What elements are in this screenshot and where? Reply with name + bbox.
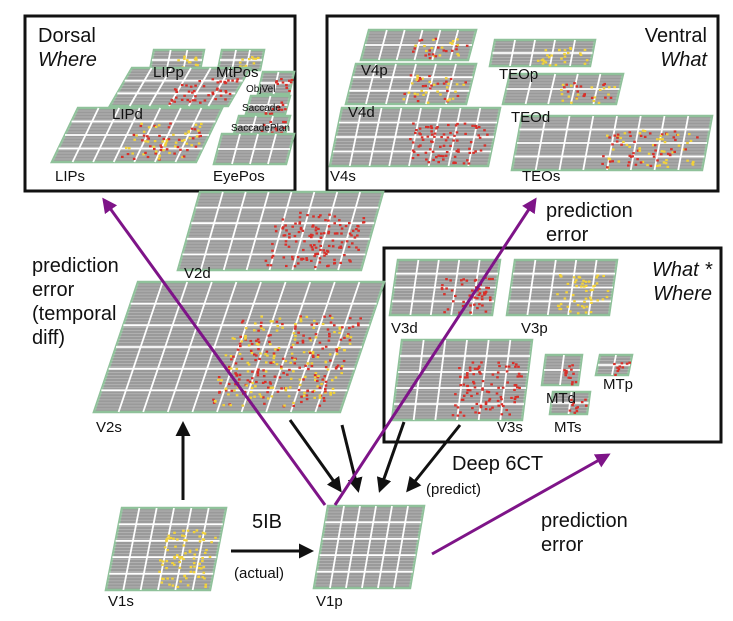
dorsal-subtitle: Where: [38, 49, 97, 71]
sheet-v2s: [92, 280, 386, 414]
label-v2d: V2d: [184, 265, 211, 282]
label-eyepos: EyePos: [213, 168, 265, 185]
label-mtp: MTp: [603, 376, 633, 393]
whatwhere-box: [382, 246, 723, 444]
pred-right-line2: error: [546, 224, 589, 246]
label-saccadeplan: SaccadePlan: [231, 123, 290, 134]
sheet-v4s: [328, 106, 502, 168]
black-arrows: [175, 419, 462, 559]
deep6ct-label: Deep 6CT: [452, 453, 543, 475]
arrow-v2s-to-v1p: [288, 419, 342, 493]
arrow-v1p-to-whatwhere: [431, 453, 611, 556]
label-v3p: V3p: [521, 320, 548, 337]
label-lipd: LIPd: [112, 106, 143, 123]
pred-left-line2: error: [32, 279, 75, 301]
purple-arrows: [102, 197, 611, 556]
dorsal-box: [23, 14, 297, 193]
sheet-teos: [510, 114, 714, 172]
sheet-v3d: [388, 258, 502, 317]
sheet-v1p: [312, 504, 426, 590]
arrow-v1p-to-ventral: [333, 197, 537, 506]
sheet-teop: [488, 38, 597, 68]
sheet-lipd: [107, 66, 253, 108]
layer-sheets: [50, 28, 714, 592]
fiveib-label: 5IB: [252, 511, 282, 533]
label-v3d: V3d: [391, 320, 418, 337]
sheet-eyepos: [212, 132, 296, 166]
sheet-v3p: [505, 258, 619, 317]
label-objvel: ObjVel: [246, 84, 275, 95]
label-v4d: V4d: [348, 104, 375, 121]
pred-bottom-line2: error: [541, 534, 584, 556]
sheet-objvel: [256, 70, 296, 96]
sheet-v4d: [344, 62, 478, 106]
label-v4p: V4p: [361, 62, 388, 79]
ventral-box: [325, 14, 720, 193]
dorsal-title: Dorsal: [38, 25, 96, 47]
sheet-mtd: [540, 353, 584, 387]
sheet-v2d: [176, 190, 385, 272]
pred-bottom-line1: prediction: [541, 510, 628, 532]
predict-label: (predict): [426, 481, 481, 498]
whatwhere-subtitle: Where: [653, 283, 712, 305]
ventral-title: Ventral: [645, 25, 707, 47]
label-mtpos: MtPos: [216, 64, 259, 81]
label-teod: TEOd: [511, 109, 550, 126]
label-v3s: V3s: [497, 419, 523, 436]
ventral-subtitle: What: [660, 49, 708, 71]
sheet-teod: [501, 72, 625, 106]
whatwhere-title: What *: [652, 259, 713, 281]
sheet-mtp: [594, 353, 634, 377]
label-lipp: LIPp: [153, 64, 184, 81]
sheet-mtpos: [216, 48, 266, 72]
pred-left-line3: (temporal: [32, 303, 116, 325]
pred-right-line1: prediction: [546, 200, 633, 222]
sheet-v1s: [104, 506, 228, 592]
pred-left-line1: prediction: [32, 255, 119, 277]
actual-label: (actual): [234, 565, 284, 582]
sheet-saccade: [244, 94, 292, 116]
label-lips: LIPs: [55, 168, 85, 185]
label-v4s: V4s: [330, 168, 356, 185]
sheet-v3s: [390, 338, 534, 422]
label-teos: TEOs: [522, 168, 560, 185]
sheet-v4p: [359, 28, 478, 62]
label-v2s: V2s: [96, 419, 122, 436]
label-mtd: MTd: [546, 390, 576, 407]
label-v1s: V1s: [108, 593, 134, 610]
sheet-lips: [50, 106, 224, 164]
label-teop: TEOp: [499, 66, 538, 83]
arrow-v2d-to-v1p: [340, 424, 363, 493]
label-mts: MTs: [554, 419, 582, 436]
arrow-mt-to-v1p: [406, 424, 462, 493]
arrow-v1p-to-dorsal: [102, 197, 327, 506]
arrow-v3s-to-v1p: [376, 421, 406, 493]
label-v1p: V1p: [316, 593, 343, 610]
pred-left-line4: diff): [32, 327, 65, 349]
sheet-mts: [548, 390, 592, 416]
label-saccade: Saccade: [242, 103, 281, 114]
